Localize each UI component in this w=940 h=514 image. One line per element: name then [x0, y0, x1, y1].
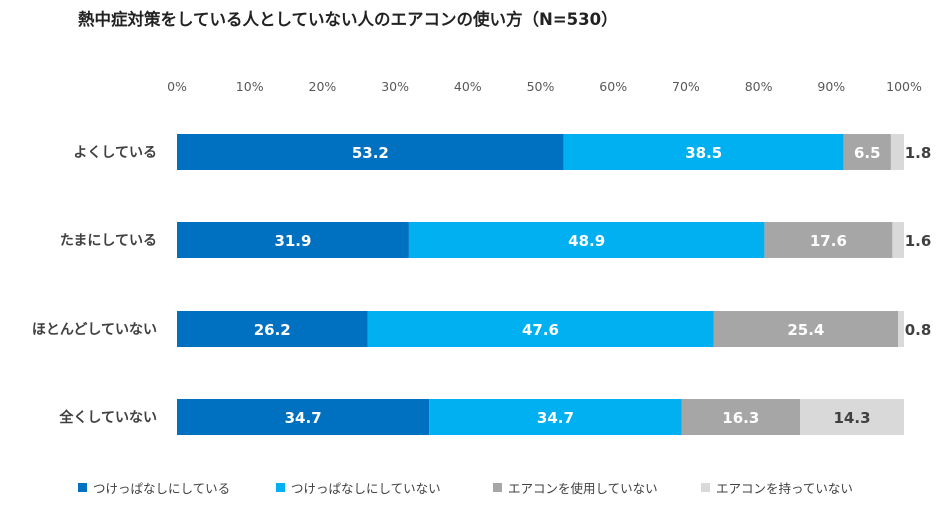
bar-segment: [177, 134, 564, 170]
bar-segment: [177, 222, 409, 258]
legend: つけっぱなしにしている つけっぱなしにしていない エアコンを使用していない エアコンを…: [0, 478, 940, 502]
legend-item: つけっぱなしにしている: [78, 478, 230, 497]
data-label: 25.4: [787, 321, 824, 339]
bar-segment: [563, 134, 844, 170]
data-label: 53.2: [352, 144, 389, 162]
x-tick-label: 70%: [672, 79, 700, 94]
data-label: 34.7: [285, 409, 322, 427]
data-label: 6.5: [854, 144, 881, 162]
x-tick-label: 40%: [454, 79, 482, 94]
x-tick-label: 90%: [817, 79, 845, 94]
legend-item: エアコンを持っていない: [701, 478, 853, 497]
legend-label: つけっぱなしにしていない: [291, 481, 441, 496]
data-label: 14.3: [834, 409, 871, 427]
data-label: 38.5: [685, 144, 722, 162]
bar-segment: [843, 134, 891, 170]
x-tick-label: 30%: [381, 79, 409, 94]
x-tick-label: 20%: [309, 79, 337, 94]
bar-segment: [408, 222, 765, 258]
legend-label: つけっぱなしにしている: [93, 481, 231, 496]
x-tick-label: 60%: [599, 79, 627, 94]
bar-segment: [764, 222, 893, 258]
x-tick-label: 0%: [167, 79, 187, 94]
x-tick-label: 50%: [527, 79, 555, 94]
data-label: 0.8: [905, 321, 932, 339]
legend-swatch: [276, 483, 285, 492]
data-label: 17.6: [810, 232, 847, 250]
data-label: 48.9: [568, 232, 605, 250]
legend-swatch: [493, 483, 502, 492]
bar-segment: [429, 399, 682, 435]
bar-segment: [177, 399, 430, 435]
data-label: 1.8: [905, 144, 932, 162]
chart-title: 熱中症対策をしている人としていない人のエアコンの使い方（N=530）: [78, 10, 618, 29]
bar-segment: [898, 311, 904, 347]
data-label: 47.6: [522, 321, 559, 339]
legend-label: エアコンを持っていない: [716, 481, 853, 496]
category-label: ほとんどしていない: [32, 322, 157, 338]
bar-segment: [890, 134, 904, 170]
data-labels: 53.2 38.5 6.5 1.8 31.9 48.9 17.6 1.6 26.2 47.6 25.…: [254, 144, 932, 427]
data-label: 34.7: [537, 409, 574, 427]
legend-item: つけっぱなしにしていない: [276, 478, 441, 497]
bar-segment: [681, 399, 801, 435]
category-label: よくしている: [73, 145, 157, 161]
data-label: 26.2: [254, 321, 291, 339]
bar-segment: [892, 222, 904, 258]
bar-segments: [177, 134, 904, 435]
legend-label: エアコンを使用していない: [508, 481, 658, 496]
bar-segment: [713, 311, 899, 347]
data-label: 1.6: [905, 232, 932, 250]
data-label: 16.3: [722, 409, 759, 427]
bar-segment: [177, 311, 368, 347]
x-tick-label: 80%: [745, 79, 773, 94]
legend-item: エアコンを使用していない: [493, 478, 658, 497]
legend-swatch: [78, 483, 87, 492]
legend-swatch: [701, 483, 710, 492]
x-axis-tick-labels: 0% 10% 20% 30% 40% 50% 60% 70% 80% 90% 100%: [167, 79, 922, 94]
x-tick-label: 10%: [236, 79, 264, 94]
data-label: 31.9: [274, 232, 311, 250]
x-tick-label: 100%: [886, 79, 922, 94]
bar-segment: [800, 399, 904, 435]
category-label: 全くしていない: [58, 409, 157, 426]
bar-segment: [367, 311, 714, 347]
category-label: たまにしている: [60, 233, 157, 249]
